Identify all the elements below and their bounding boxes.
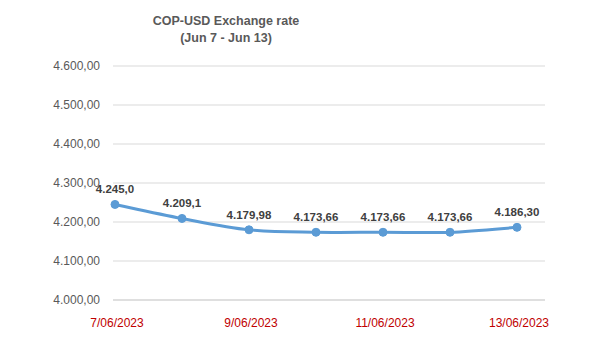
grid-line [113,66,545,67]
x-tick-label: 9/06/2023 [224,316,278,330]
title: COP-USD Exchange rate [153,14,300,28]
y-tick-label: 4.100,00 [53,254,100,268]
grid-line [113,105,545,106]
y-tick-label: 4.400,00 [53,137,100,151]
grid-line [113,261,545,262]
data-label: 4.173,66 [428,211,473,223]
point-marker [245,226,253,234]
y-tick-label: 4.300,00 [53,176,100,190]
data-label: 4.245,0 [96,183,134,195]
grid-line [113,144,545,145]
data-label: 4.179,98 [227,209,272,221]
x-tick-label: 7/06/2023 [90,316,144,330]
point-marker [312,228,320,236]
y-tick-label: 4.600,00 [53,59,100,73]
point-marker [111,200,119,208]
data-label: 4.173,66 [294,211,339,223]
grid-line [113,183,545,184]
subtitle: (Jun 7 - Jun 13) [180,31,272,45]
chart: COP-USD Exchange rate (Jun 7 - Jun 13) 4.0… [0,0,601,338]
y-tick-label: 4.500,00 [53,98,100,112]
point-marker [513,223,521,231]
x-tick-label: 13/06/2023 [489,316,549,330]
point-marker [446,228,454,236]
point-marker [178,214,186,222]
data-label: 4.173,66 [361,211,406,223]
data-label: 4.209,1 [163,197,202,209]
x-tick-label: 11/06/2023 [355,316,414,330]
y-tick-label: 4.200,00 [53,215,100,229]
data-label: 4.186,30 [495,206,540,218]
point-marker [379,228,387,236]
grid-line [113,300,545,301]
y-tick-label: 4.000,00 [53,293,100,307]
